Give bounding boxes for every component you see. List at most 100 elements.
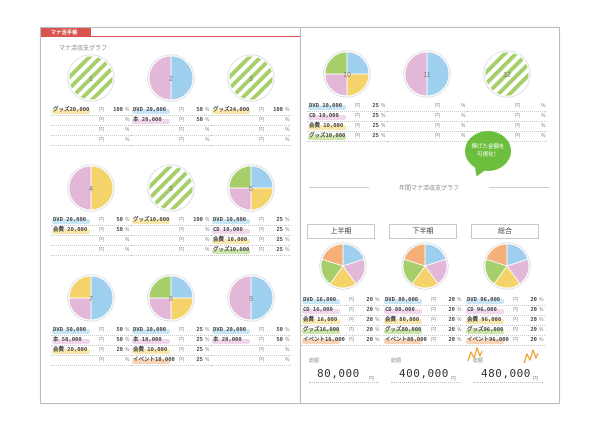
total-label: 総額 [391,358,402,364]
row-highlight [466,299,504,304]
month-12-outline [483,50,531,98]
row-text: イベント96,000 [467,337,509,343]
expense-row: DVD 16,000 円 20% [301,296,381,306]
row-percent-sign: % [381,133,386,139]
row-yen: 円 [431,297,437,303]
row-yen: 円 [513,317,519,323]
month-2-outline [147,54,195,102]
row-percent: 20 [366,297,373,303]
expense-row: CD 16,000 円 20% [301,306,381,316]
month-10-slice-2 [324,73,348,97]
row-percent: 50 [116,327,123,333]
row-text: 会費 10,000 [309,123,344,129]
row-yen: 円 [515,103,521,109]
bubble-line-2: 可視化！ [476,152,499,158]
row-yen: 円 [431,337,437,343]
expense-row: DVD 10,000 円 25% [307,102,387,112]
row-yen: 円 [349,337,355,343]
expense-row: グッズ10,000 円 25% [211,246,291,256]
month-4-rows: DVD 20,000 円 50% 会費 20,000 円 50% 円% 円% [51,216,131,256]
row-percent-sign: % [461,123,466,129]
row-yen: 円 [431,317,437,323]
month-10-outline [323,50,371,98]
expense-row: 円% [51,116,131,126]
row-percent-sign: % [457,327,462,333]
row-percent-sign: % [457,297,462,303]
expense-row: CD 96,000 円 20% [465,306,545,316]
expense-row: CD 10,000 円 25% [307,112,387,122]
row-percent-sign: % [205,227,210,233]
month-1-rows: グッズ20,000 円 100% 円% 円% 円% [51,106,131,146]
row-yen: 円 [99,107,105,113]
half-1-slice-4 [403,243,426,267]
expense-row: 本 20,000 円 50% [211,336,291,346]
month-4-label: 4 [89,186,93,193]
row-text: DVD 50,000 [53,327,87,333]
row-highlight [308,115,346,120]
row-percent: 100 [113,107,123,113]
row-percent-sign: % [125,107,130,113]
month-12-slice-0 [484,51,530,97]
row-yen: 円 [179,217,185,223]
expense-row: 会費 20,000 円 20% [51,346,131,356]
row-percent: 20 [448,317,455,323]
row-highlight [466,319,504,324]
row-percent-sign: % [461,113,466,119]
row-text: グッズ96,000 [467,327,504,333]
speech-bubble: 捧げた金額を 可視化！ [465,131,511,171]
row-text: 本 50,000 [53,337,82,343]
month-5-pie: 5 [147,164,195,212]
row-percent: 25 [372,103,379,109]
expense-row: イベント80,000 円 20% [383,336,463,346]
expense-row: 円% [51,236,131,246]
row-text: 会費 20,000 [53,227,88,233]
month-2-slice-0 [170,55,194,101]
row-yen: 円 [259,217,265,223]
row-text: DVD 80,000 [385,297,419,303]
row-percent-sign: % [285,337,290,343]
month-3-slice-0 [228,55,274,101]
row-percent: 100 [193,217,203,223]
month-11-pie: 11 [403,50,451,98]
row-text: 本 20,000 [133,117,162,123]
expense-row: 円% [211,126,291,136]
row-yen: 円 [355,113,361,119]
expense-row: 円% [131,236,211,246]
row-percent-sign: % [125,227,130,233]
row-highlight [132,119,170,124]
row-yen: 円 [259,127,265,133]
expense-row: 円% [387,122,467,132]
row-yen: 円 [259,137,265,143]
month-11-label: 11 [423,72,430,79]
total-value: 80,000 [317,367,360,380]
row-percent-sign: % [205,117,210,123]
row-yen: 円 [259,107,265,113]
month-3-rows: グッズ24,000 円 100% 円% 円% 円% [211,106,291,146]
row-highlight [302,309,340,314]
expense-row: 円% [131,246,211,256]
row-text: 会費 16,000 [303,317,338,323]
row-yen: 円 [99,327,105,333]
row-percent: 25 [372,113,379,119]
half-1-pie [401,242,449,290]
row-percent: 20 [530,337,537,343]
expense-row: 円% [211,116,291,126]
row-yen: 円 [431,307,437,313]
expense-row: 円% [387,102,467,112]
row-yen: 円 [515,113,521,119]
total-underline [309,382,379,383]
row-yen: 円 [259,247,265,253]
annual-title: 年間マナ活収支グラフ [309,183,549,192]
row-percent-sign: % [285,237,290,243]
row-yen: 円 [259,337,265,343]
row-percent-sign: % [541,123,546,129]
expense-row: 円% [211,346,291,356]
row-percent-sign: % [457,317,462,323]
half-2-rows: DVD 96,000 円 20% CD 96,000 円 20% 会費 96,000 円 20%… [465,296,545,346]
row-highlight [212,249,250,254]
row-percent: 20 [530,317,537,323]
half-1-outline [401,242,449,290]
row-percent-sign: % [205,247,210,253]
row-yen: 円 [99,227,105,233]
row-highlight [384,319,422,324]
